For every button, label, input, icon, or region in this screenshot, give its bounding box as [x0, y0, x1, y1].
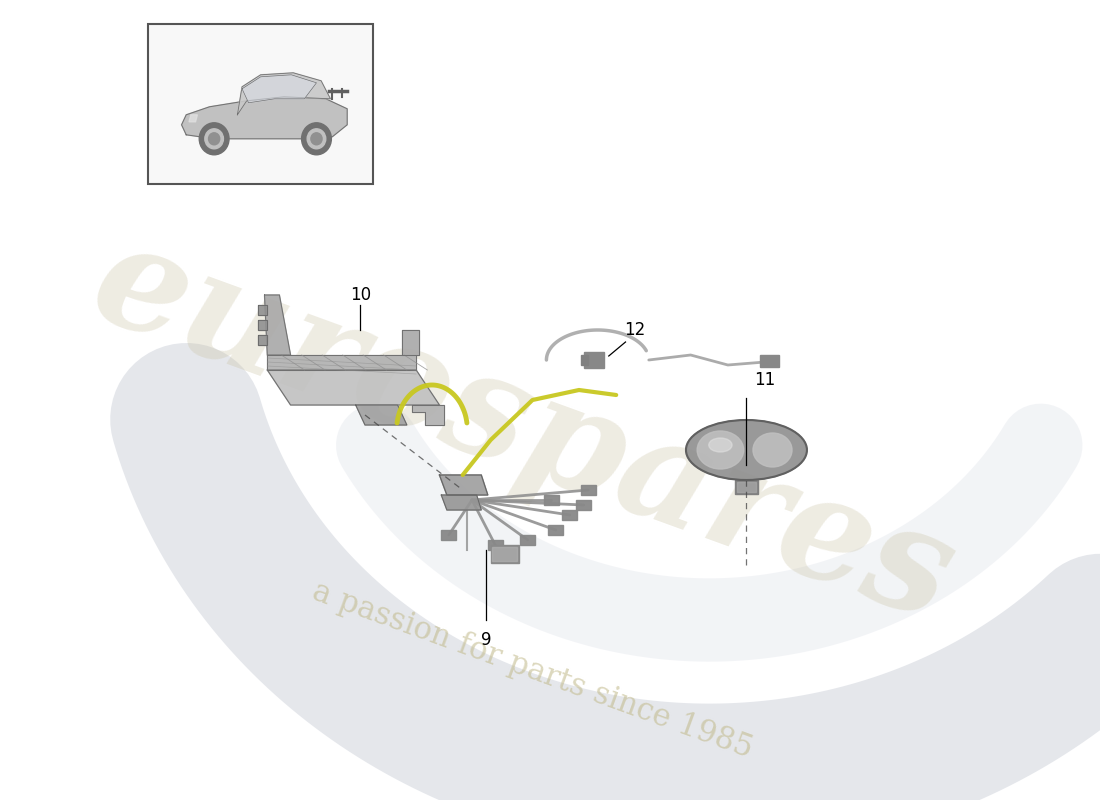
Ellipse shape [697, 431, 744, 469]
Ellipse shape [686, 420, 807, 480]
Circle shape [301, 122, 331, 154]
Bar [148, 24, 373, 184]
Polygon shape [411, 405, 444, 425]
Polygon shape [238, 73, 330, 114]
Circle shape [209, 133, 220, 145]
Bar [584, 352, 604, 368]
Circle shape [311, 133, 322, 145]
Bar [487, 540, 503, 550]
Text: a passion for parts since 1985: a passion for parts since 1985 [308, 576, 757, 764]
Polygon shape [439, 475, 487, 495]
Bar [581, 485, 596, 495]
Polygon shape [258, 335, 267, 345]
Polygon shape [267, 355, 416, 370]
Bar [543, 495, 559, 505]
Bar [441, 530, 456, 540]
Text: 10: 10 [350, 286, 371, 304]
Polygon shape [267, 370, 439, 405]
Bar [735, 480, 758, 494]
Circle shape [199, 122, 229, 154]
Polygon shape [182, 97, 348, 138]
Bar [493, 547, 517, 561]
Polygon shape [258, 320, 267, 330]
Circle shape [307, 129, 326, 149]
Polygon shape [441, 495, 482, 510]
Bar [737, 482, 756, 492]
Text: 9: 9 [481, 631, 492, 649]
Polygon shape [258, 305, 267, 315]
Text: 12: 12 [624, 321, 646, 339]
Polygon shape [242, 74, 317, 102]
Polygon shape [403, 330, 419, 355]
Circle shape [205, 129, 223, 149]
Text: 11: 11 [755, 371, 775, 389]
Text: eurospares: eurospares [75, 209, 971, 651]
Bar [520, 535, 536, 545]
Ellipse shape [708, 438, 732, 452]
Bar [576, 500, 591, 510]
Bar [760, 355, 779, 367]
Ellipse shape [754, 433, 792, 467]
Bar [562, 510, 578, 520]
Polygon shape [264, 295, 290, 355]
Bar [581, 355, 589, 365]
Bar [491, 545, 518, 563]
Polygon shape [355, 405, 407, 425]
Bar [548, 525, 563, 535]
Polygon shape [189, 114, 197, 122]
